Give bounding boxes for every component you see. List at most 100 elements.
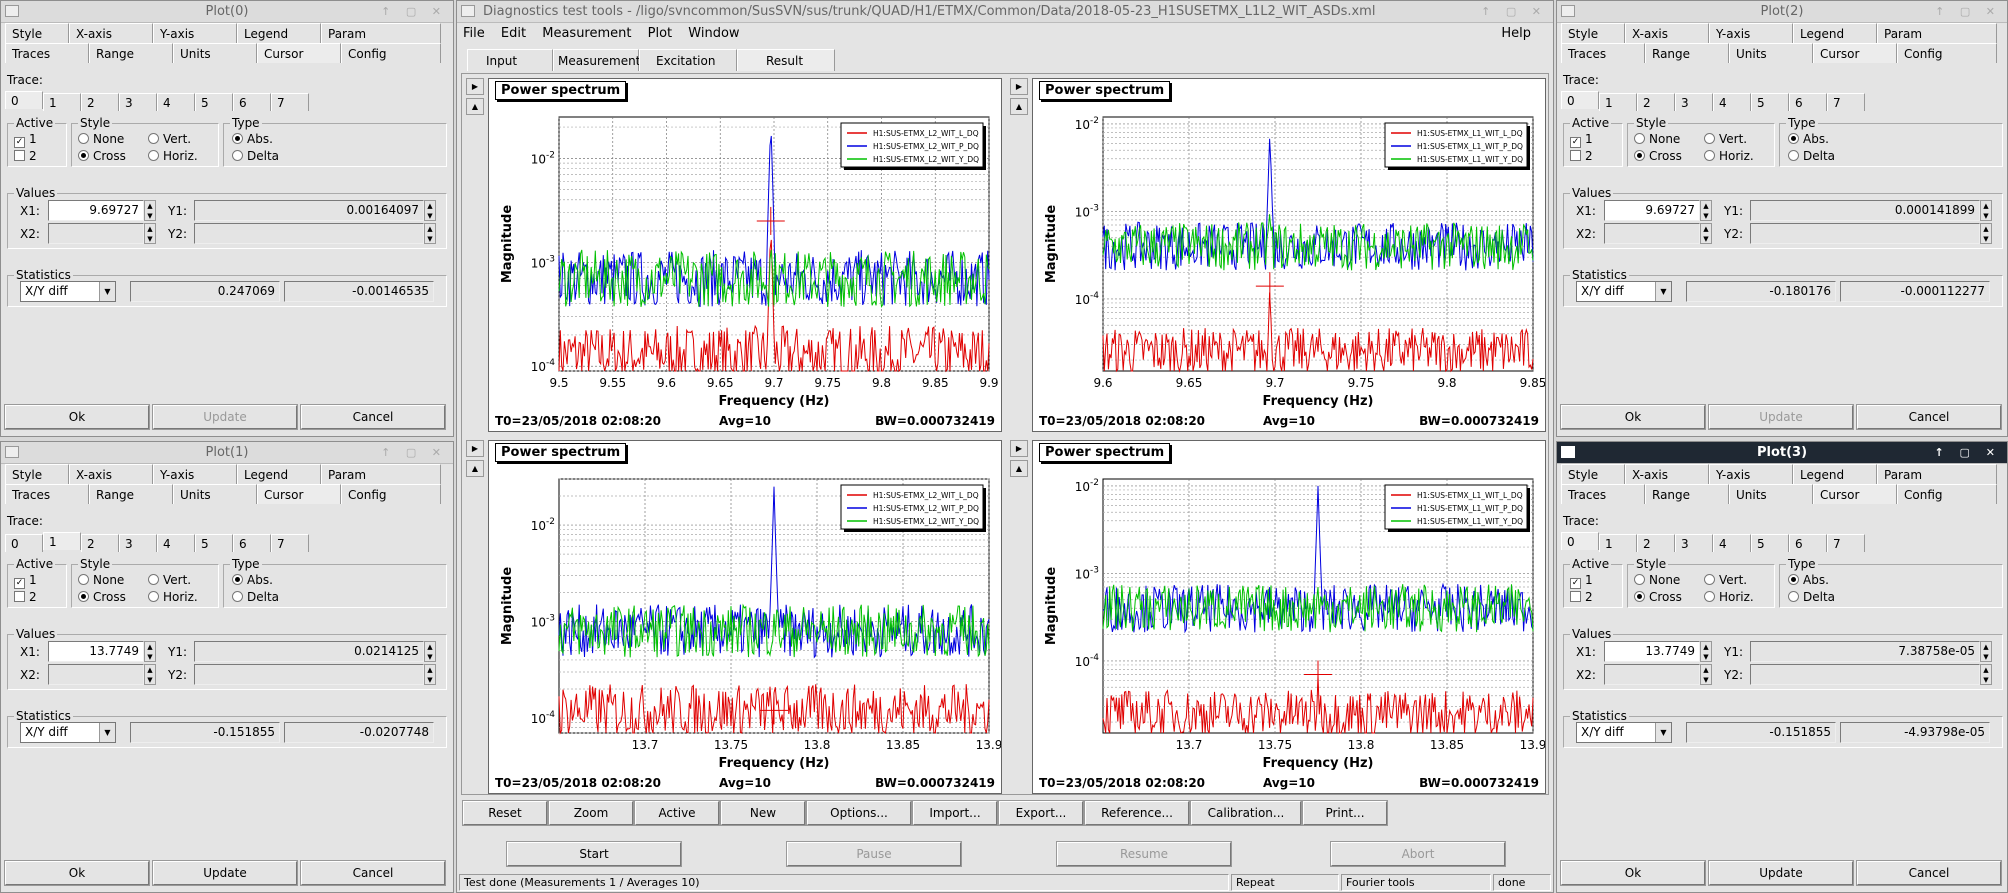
update-button[interactable]: Update bbox=[1708, 404, 1854, 430]
style-cross-radio[interactable]: Cross bbox=[78, 590, 126, 604]
window-controls-icon[interactable]: ↑ ▢ ✕ bbox=[1935, 5, 2001, 18]
menu-window[interactable]: Window bbox=[688, 26, 740, 41]
y2-spinner[interactable]: ▲ ▼ bbox=[424, 223, 436, 244]
tab-x-axis[interactable]: X-axis bbox=[1625, 23, 1709, 43]
trace-tab-3[interactable]: 3 bbox=[119, 534, 157, 552]
menu-measurement[interactable]: Measurement bbox=[542, 26, 632, 41]
menu-plot[interactable]: Plot bbox=[647, 26, 673, 41]
plot-pane-2[interactable]: Power spectrum 13.7 13.75 13.8 13.85 13.9 10-4… bbox=[488, 440, 1002, 794]
tab-config[interactable]: Config bbox=[341, 43, 441, 63]
tab-range[interactable]: Range bbox=[89, 484, 173, 504]
type-abs-radio[interactable]: Abs. bbox=[1788, 132, 1829, 146]
trace-tab-0[interactable]: 0 bbox=[1561, 91, 1599, 109]
arrow-up-icon[interactable]: ▲ bbox=[466, 98, 484, 115]
panel-titlebar[interactable]: Plot(3) ↑ ▢ ✕ bbox=[1557, 442, 2007, 464]
trace-tab-7[interactable]: 7 bbox=[271, 93, 309, 111]
arrow-up-icon[interactable]: ▲ bbox=[1010, 98, 1028, 115]
y2-spinner[interactable]: ▲ ▼ bbox=[1980, 223, 1992, 244]
window-controls-icon[interactable]: ↑ ▢ ✕ bbox=[1481, 5, 1547, 18]
trace-tab-6[interactable]: 6 bbox=[233, 93, 271, 111]
trace-tab-4[interactable]: 4 bbox=[157, 534, 195, 552]
x1-spinner[interactable]: ▲ ▼ bbox=[1700, 641, 1712, 662]
tab-config[interactable]: Config bbox=[1897, 484, 1997, 504]
tab-x-axis[interactable]: X-axis bbox=[1625, 464, 1709, 484]
tab-input[interactable]: Input bbox=[467, 49, 553, 71]
active-1-checkbox[interactable]: ✓ 1 bbox=[14, 132, 37, 148]
trace-tab-2[interactable]: 2 bbox=[1637, 534, 1675, 552]
arrow-right-icon[interactable]: ▶ bbox=[1010, 78, 1028, 95]
cancel-button[interactable]: Cancel bbox=[1856, 404, 2002, 430]
tab-style[interactable]: Style bbox=[1561, 464, 1625, 484]
active-1-checkbox[interactable]: ✓ 1 bbox=[14, 573, 37, 589]
arrow-right-icon[interactable]: ▶ bbox=[466, 440, 484, 457]
type-delta-radio[interactable]: Delta bbox=[1788, 590, 1835, 604]
export-button[interactable]: Export... bbox=[998, 800, 1084, 826]
active-button[interactable]: Active bbox=[634, 800, 720, 826]
tab-traces[interactable]: Traces bbox=[1561, 43, 1645, 63]
plot-pane-0[interactable]: Power spectrum 9.5 9.55 9.6 9.65 9.7 9.75 9.8 9.… bbox=[488, 78, 1002, 432]
tab-legend[interactable]: Legend bbox=[1793, 23, 1877, 43]
tab-traces[interactable]: Traces bbox=[5, 43, 89, 63]
x1-field[interactable]: 9.69727 bbox=[1604, 200, 1700, 221]
arrow-up-icon[interactable]: ▲ bbox=[1010, 460, 1028, 477]
active-2-checkbox[interactable]: 2 bbox=[1570, 149, 1593, 163]
trace-tab-0[interactable]: 0 bbox=[1561, 532, 1599, 550]
style-horiz-radio[interactable]: Horiz. bbox=[148, 590, 198, 604]
trace-tab-2[interactable]: 2 bbox=[81, 93, 119, 111]
cancel-button[interactable]: Cancel bbox=[300, 404, 446, 430]
tab-range[interactable]: Range bbox=[89, 43, 173, 63]
tab-excitation[interactable]: Excitation bbox=[639, 49, 737, 71]
arrow-right-icon[interactable]: ▶ bbox=[1010, 440, 1028, 457]
y1-spinner[interactable]: ▲ ▼ bbox=[424, 200, 436, 221]
y1-spinner[interactable]: ▲ ▼ bbox=[424, 641, 436, 662]
tab-traces[interactable]: Traces bbox=[1561, 484, 1645, 504]
arrow-right-icon[interactable]: ▶ bbox=[466, 78, 484, 95]
pause-button[interactable]: Pause bbox=[786, 841, 962, 867]
window-controls-icon[interactable]: ↑ ▢ ✕ bbox=[381, 5, 447, 18]
resume-button[interactable]: Resume bbox=[1056, 841, 1232, 867]
trace-tab-5[interactable]: 5 bbox=[1751, 93, 1789, 111]
tab-range[interactable]: Range bbox=[1645, 484, 1729, 504]
tab-config[interactable]: Config bbox=[341, 484, 441, 504]
x2-spinner[interactable]: ▲ ▼ bbox=[1700, 664, 1712, 685]
abort-button[interactable]: Abort bbox=[1330, 841, 1506, 867]
tab-style[interactable]: Style bbox=[5, 464, 69, 484]
trace-tab-1[interactable]: 1 bbox=[1599, 93, 1637, 111]
style-vert-radio[interactable]: Vert. bbox=[148, 573, 191, 587]
style-cross-radio[interactable]: Cross bbox=[1634, 590, 1682, 604]
active-2-checkbox[interactable]: 2 bbox=[1570, 590, 1593, 604]
style-vert-radio[interactable]: Vert. bbox=[1704, 573, 1747, 587]
trace-tab-6[interactable]: 6 bbox=[233, 534, 271, 552]
tab-legend[interactable]: Legend bbox=[237, 23, 321, 43]
ok-button[interactable]: Ok bbox=[1560, 860, 1706, 886]
import-button[interactable]: Import... bbox=[912, 800, 998, 826]
active-2-checkbox[interactable]: 2 bbox=[14, 590, 37, 604]
trace-tab-2[interactable]: 2 bbox=[81, 534, 119, 552]
window-controls-icon[interactable]: ↑ ▢ ✕ bbox=[381, 446, 447, 459]
style-none-radio[interactable]: None bbox=[1634, 132, 1680, 146]
active-1-checkbox[interactable]: ✓ 1 bbox=[1570, 573, 1593, 589]
active-1-checkbox[interactable]: ✓ 1 bbox=[1570, 132, 1593, 148]
trace-tab-3[interactable]: 3 bbox=[119, 93, 157, 111]
y1-spinner[interactable]: ▲ ▼ bbox=[1980, 200, 1992, 221]
tab-y-axis[interactable]: Y-axis bbox=[1709, 23, 1793, 43]
tab-traces[interactable]: Traces bbox=[5, 484, 89, 504]
tab-units[interactable]: Units bbox=[173, 484, 257, 504]
y1-spinner[interactable]: ▲ ▼ bbox=[1980, 641, 1992, 662]
trace-tab-3[interactable]: 3 bbox=[1675, 534, 1713, 552]
x1-field[interactable]: 9.69727 bbox=[48, 200, 144, 221]
trace-tab-5[interactable]: 5 bbox=[195, 534, 233, 552]
tab-y-axis[interactable]: Y-axis bbox=[153, 23, 237, 43]
type-delta-radio[interactable]: Delta bbox=[232, 149, 279, 163]
tab-cursor[interactable]: Cursor bbox=[1813, 43, 1897, 63]
update-button[interactable]: Update bbox=[152, 404, 298, 430]
type-delta-radio[interactable]: Delta bbox=[232, 590, 279, 604]
menu-edit[interactable]: Edit bbox=[500, 26, 527, 41]
x2-spinner[interactable]: ▲ ▼ bbox=[144, 223, 156, 244]
main-titlebar[interactable]: Diagnostics test tools - /ligo/svncommon… bbox=[457, 1, 1553, 23]
trace-tab-4[interactable]: 4 bbox=[1713, 534, 1751, 552]
update-button[interactable]: Update bbox=[152, 860, 298, 886]
window-controls-icon[interactable]: ↑ ▢ ✕ bbox=[1934, 446, 2001, 459]
ok-button[interactable]: Ok bbox=[4, 860, 150, 886]
type-delta-radio[interactable]: Delta bbox=[1788, 149, 1835, 163]
